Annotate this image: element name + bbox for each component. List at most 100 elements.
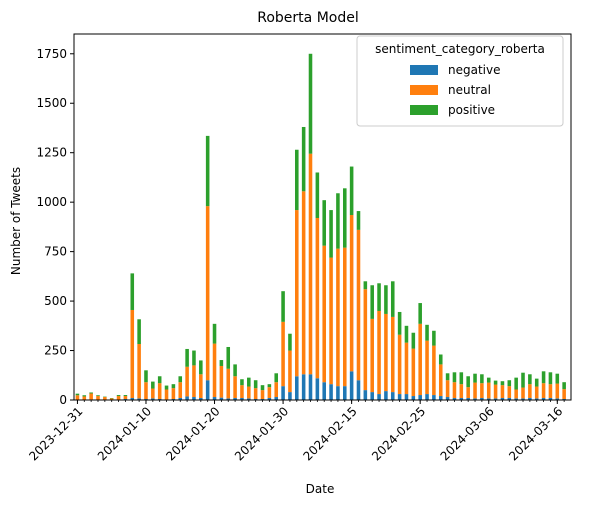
bar-positive [268,384,272,387]
bar-neutral [316,218,320,378]
bar-neutral [412,349,416,396]
bar-neutral [192,365,196,397]
bar-negative [405,394,409,400]
bar-negative [295,376,299,400]
bar-neutral [165,390,169,400]
bar-positive [144,370,148,382]
bar-neutral [343,248,347,386]
bar-neutral [130,310,134,398]
bar-positive [364,281,368,289]
bar-neutral [137,344,141,398]
bar-negative [377,394,381,400]
bar-neutral [322,246,326,383]
bar-neutral [124,396,128,399]
bar-neutral [151,389,155,399]
bar-neutral [309,154,313,375]
bar-positive [295,150,299,210]
bar-positive [343,188,347,247]
bar-neutral [494,385,498,399]
legend-swatch-negative [410,65,438,75]
bar-positive [302,127,306,191]
bar-negative [329,384,333,400]
legend-swatch-positive [410,105,438,115]
bar-positive [398,312,402,335]
bar-negative [398,394,402,400]
bar-negative [350,371,354,400]
bar-neutral [329,258,333,385]
y-tick-label: 250 [44,344,67,358]
bar-negative [206,380,210,400]
bar-positive [487,378,491,383]
bar-positive [377,283,381,311]
bar-neutral [384,314,388,391]
bar-neutral [247,387,251,399]
bar-positive [274,373,278,382]
y-tick-label: 750 [44,245,67,259]
bar-neutral [487,383,491,399]
bar-positive [384,285,388,314]
bar-positive [89,392,93,393]
bar-positive [130,273,134,310]
bar-neutral [418,324,422,395]
bar-positive [460,372,464,384]
bar-positive [473,374,477,383]
bar-negative [281,386,285,400]
bar-neutral [185,367,189,397]
bar-neutral [508,386,512,398]
bar-positive [549,372,553,384]
bar-neutral [549,384,553,398]
y-tick-label: 1000 [36,195,67,209]
legend-label-negative: negative [448,63,500,77]
bar-positive [322,200,326,246]
bar-positive [370,285,374,319]
bar-positive [432,331,436,346]
bar-neutral [213,344,217,397]
bar-positive [172,384,176,388]
bar-neutral [446,380,450,397]
bar-positive [281,291,285,322]
bar-positive [480,374,484,383]
bar-neutral [281,322,285,386]
bar-negative [412,396,416,400]
bar-positive [412,333,416,349]
bar-neutral [103,397,107,400]
bar-positive [350,167,354,215]
bar-neutral [453,382,457,398]
bar-neutral [206,206,210,380]
bar-positive [206,136,210,206]
bar-neutral [199,374,203,398]
bar-positive [178,376,182,382]
bar-neutral [528,384,532,398]
bar-neutral [268,387,272,398]
bar-neutral [439,364,443,396]
bar-neutral [254,388,258,399]
bar-positive [192,351,196,366]
bar-positive [556,374,560,384]
bar-positive [220,360,224,366]
y-tick-label: 0 [59,393,67,407]
bar-positive [83,395,87,396]
bar-positive [309,54,313,154]
bar-positive [494,381,498,385]
bar-negative [343,386,347,400]
bar-neutral [302,191,306,374]
bar-positive [240,379,244,385]
bar-positive [261,385,265,390]
bar-negative [336,386,340,400]
legend: sentiment_category_roberta negativeneutr… [357,36,563,126]
y-tick-label: 1500 [36,96,67,110]
bar-positive [233,364,237,376]
bar-positive [439,355,443,365]
bar-positive [514,378,518,390]
bar-neutral [89,393,93,399]
bar-positive [453,372,457,382]
bar-neutral [473,383,477,399]
legend-swatch-neutral [410,85,438,95]
bar-neutral [432,346,436,395]
bar-positive [466,376,470,387]
bar-negative [364,390,368,400]
bar-positive [288,334,292,351]
bar-neutral [76,395,80,399]
legend-title: sentiment_category_roberta [375,42,545,56]
